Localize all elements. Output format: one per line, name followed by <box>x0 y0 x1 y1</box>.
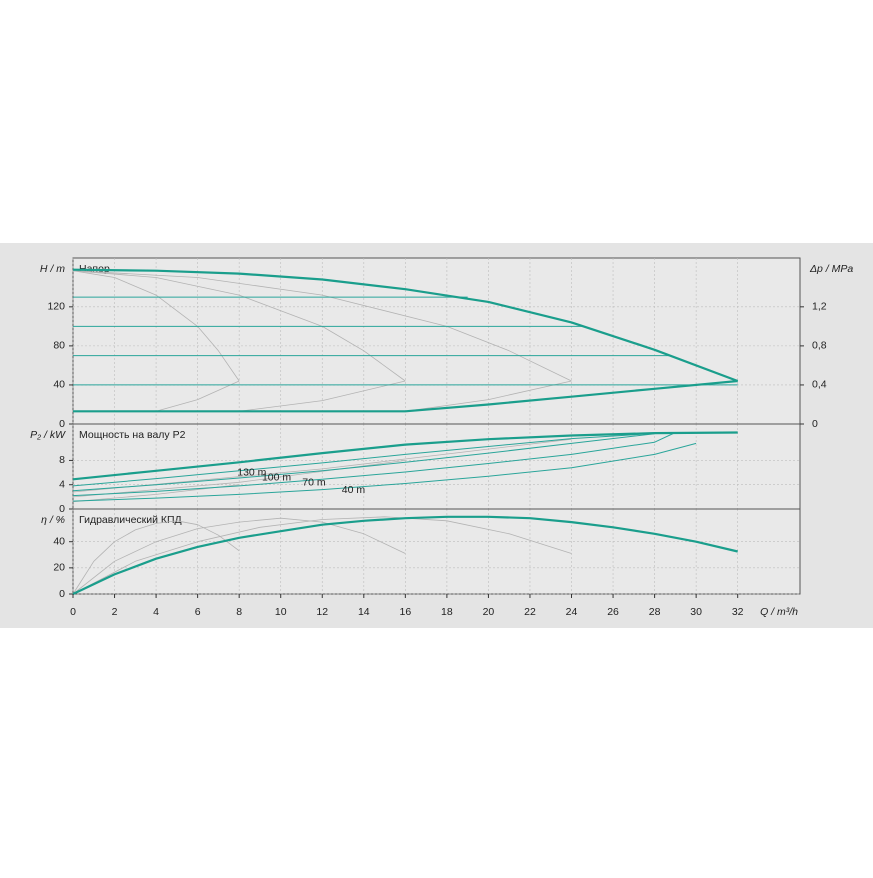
x-tick-label: 26 <box>607 606 619 618</box>
y2-tick-label: 1,2 <box>812 301 827 313</box>
y-tick-label: 40 <box>53 535 65 547</box>
series-line <box>72 516 572 595</box>
series-line <box>72 432 676 497</box>
x-tick-label: 8 <box>236 606 242 618</box>
y-tick-label: 80 <box>53 340 65 352</box>
y-tick-label: 0 <box>59 503 65 515</box>
y-tick-label: 0 <box>59 418 65 430</box>
y-axis-label: H / m <box>40 263 65 275</box>
y-tick-label: 120 <box>47 301 65 313</box>
series-line <box>239 380 406 412</box>
panel-title: Гидравлический КПД <box>79 514 182 526</box>
line-label: 100 m <box>262 472 291 484</box>
y-tick-label: 0 <box>59 588 65 600</box>
x-tick-label: 4 <box>153 606 159 618</box>
y2-axis-label: Δp / MPa <box>809 263 853 275</box>
series-line <box>72 515 738 595</box>
x-axis-label: Q / m³/h <box>760 606 798 618</box>
x-tick-label: 0 <box>70 606 76 618</box>
line-label: 70 m <box>302 477 326 489</box>
x-tick-label: 22 <box>524 606 536 618</box>
x-tick-label: 30 <box>690 606 702 618</box>
y2-tick-label: 0,8 <box>812 340 827 352</box>
x-tick-label: 12 <box>316 606 328 618</box>
series-line <box>405 380 572 412</box>
y-tick-label: 8 <box>59 454 65 466</box>
line-label: 40 m <box>342 484 366 496</box>
series-line <box>72 442 697 502</box>
x-tick-label: 6 <box>195 606 201 618</box>
x-tick-label: 2 <box>112 606 118 618</box>
x-tick-label: 24 <box>566 606 578 618</box>
series-line <box>72 268 739 383</box>
x-tick-label: 16 <box>399 606 411 618</box>
series-line <box>72 517 406 595</box>
panel-title: Мощность на валу P2 <box>79 429 186 441</box>
series-line <box>73 379 738 413</box>
y-tick-label: 20 <box>53 562 65 574</box>
x-tick-label: 20 <box>483 606 495 618</box>
series-line <box>72 433 655 492</box>
line-label: 130 m <box>237 466 266 478</box>
y2-tick-label: 0 <box>812 418 818 430</box>
series-line <box>72 431 738 481</box>
y-axis-label: η / % <box>41 514 65 526</box>
y-tick-label: 4 <box>59 478 65 490</box>
series-line <box>155 380 240 412</box>
x-tick-label: 10 <box>275 606 287 618</box>
plot-area <box>72 257 801 595</box>
y-axis-label: P₂ / kW <box>30 429 66 441</box>
y2-tick-label: 0,4 <box>812 379 827 391</box>
x-tick-label: 28 <box>649 606 661 618</box>
series-line <box>72 432 670 487</box>
series-line <box>72 520 240 595</box>
x-tick-label: 14 <box>358 606 370 618</box>
x-tick-label: 32 <box>732 606 744 618</box>
x-tick-label: 18 <box>441 606 453 618</box>
y-tick-label: 40 <box>53 379 65 391</box>
